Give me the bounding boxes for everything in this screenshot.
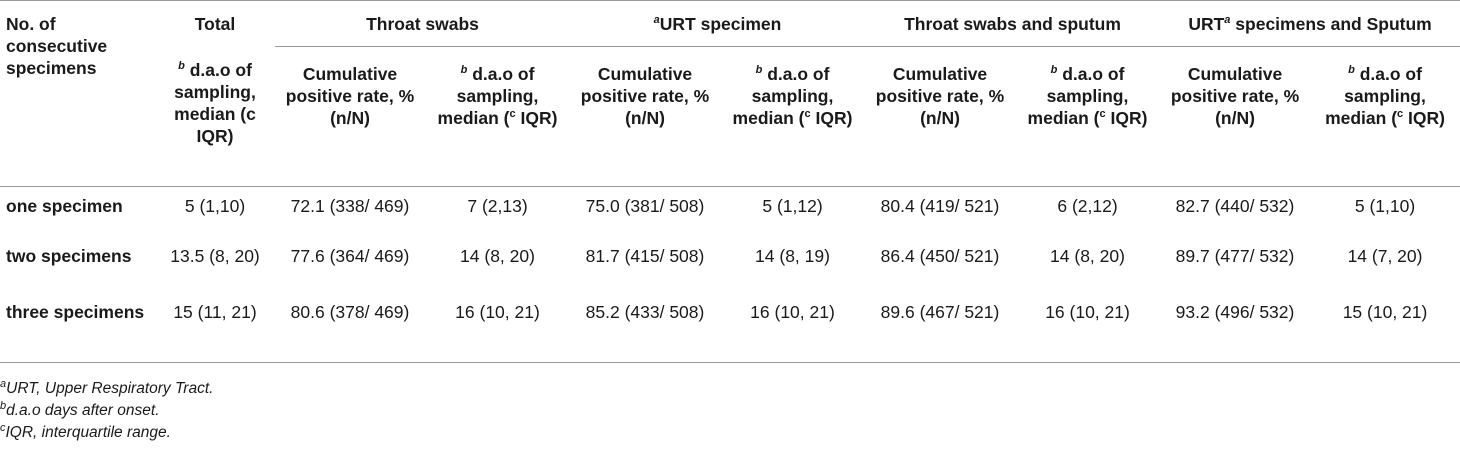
table-row: three specimens 15 (11, 21) 80.6 (378/ 4… (0, 301, 1460, 363)
throat-dao-header: b d.a.o of sampling, median (c IQR) (437, 64, 558, 128)
group-urt-sputum-header: URTa specimens and Sputum (1160, 0, 1460, 47)
table-row: one specimen 5 (1,10) 72.1 (338/ 469) 7 … (0, 187, 1460, 241)
throat-sputum-rate-header: Cumulative positive rate, %(n/N) (875, 64, 1005, 128)
table-cell: 93.2 (496/ 532) (1175, 301, 1295, 322)
table-cell: 5 (1,10) (1354, 196, 1416, 216)
table-cell: 77.6 (364/ 469) (290, 245, 410, 266)
row-header-label: No. of consecutive specimens (6, 14, 108, 78)
results-table: No. of consecutive specimens Total Throa… (0, 0, 1460, 363)
table-cell: 6 (2,12) (1057, 196, 1118, 216)
table-cell: 16 (10, 21) (455, 301, 540, 322)
table-cell: 7 (2,13) (467, 196, 528, 216)
table-cell: 85.2 (433/ 508) (585, 301, 705, 322)
table-cell: 14 (7, 20) (1347, 245, 1423, 266)
table-cell: 14 (8, 20) (1050, 245, 1125, 266)
table-cell: 15 (10, 21) (1342, 301, 1428, 322)
table-cell: 16 (10, 21) (750, 301, 835, 322)
group-total-header: Total (194, 14, 236, 34)
table-cell: 89.6 (467/ 521) (880, 301, 1000, 322)
table-cell: 5 (1,10) (184, 196, 246, 216)
table-cell: 80.6 (378/ 469) (290, 301, 410, 322)
header-row-sub: b d.a.o of sampling, median (c IQR) Cumu… (0, 47, 1460, 187)
urt-dao-header: b d.a.o of sampling, median (c IQR) (732, 64, 853, 128)
urt-rate-header: Cumulative positive rate, %(n/N) (580, 64, 710, 128)
footnote-b: bd.a.o days after onset. (0, 399, 160, 419)
footnote-a: aURT, Upper Respiratory Tract. (0, 377, 214, 397)
table-cell: 81.7 (415/ 508) (585, 245, 705, 266)
urt-sputum-rate-header: Cumulative positive rate, %(n/N) (1170, 64, 1300, 128)
table-cell: 72.1 (338/ 469) (290, 196, 410, 216)
group-urt-specimen-header: aURT specimen (570, 0, 865, 47)
group-throat-swabs-header: Throat swabs (275, 0, 570, 47)
table-cell: 14 (8, 20) (460, 245, 535, 266)
table-cell: 5 (1,12) (762, 196, 823, 216)
throat-sputum-dao-header: b d.a.o of sampling, median (c IQR) (1027, 64, 1148, 128)
row-label: two specimens (6, 245, 132, 266)
header-row-groups: No. of consecutive specimens Total Throa… (0, 0, 1460, 78)
table-cell: 80.4 (419/ 521) (880, 196, 1000, 216)
table-row: two specimens 13.5 (8, 20) 77.6 (364/ 46… (0, 241, 1460, 301)
footnote-c: cIQR, interquartile range. (0, 421, 171, 441)
table-cell: 75.0 (381/ 508) (585, 196, 705, 216)
table-cell: 13.5 (8, 20) (170, 245, 260, 266)
row-label: one specimen (6, 196, 123, 216)
urt-sputum-dao-header: b d.a.o of sampling, median (c IQR) (1325, 64, 1445, 128)
table-cell: 16 (10, 21) (1045, 301, 1130, 322)
table-cell: 15 (11, 21) (173, 301, 257, 322)
group-throat-sputum-header: Throat swabs and sputum (865, 0, 1161, 47)
table-cell: 82.7 (440/ 532) (1175, 196, 1295, 216)
table-cell: 86.4 (450/ 521) (880, 245, 1000, 266)
table-cell: 14 (8, 19) (755, 245, 830, 266)
table-cell: 89.7 (477/ 532) (1175, 245, 1295, 266)
footnotes: aURT, Upper Respiratory Tract. bd.a.o da… (0, 378, 213, 444)
row-label: three specimens (6, 301, 145, 322)
total-dao-header: b d.a.o of sampling, median (c IQR) (174, 59, 256, 146)
throat-rate-header: Cumulative positive rate, %(n/N) (285, 64, 415, 128)
